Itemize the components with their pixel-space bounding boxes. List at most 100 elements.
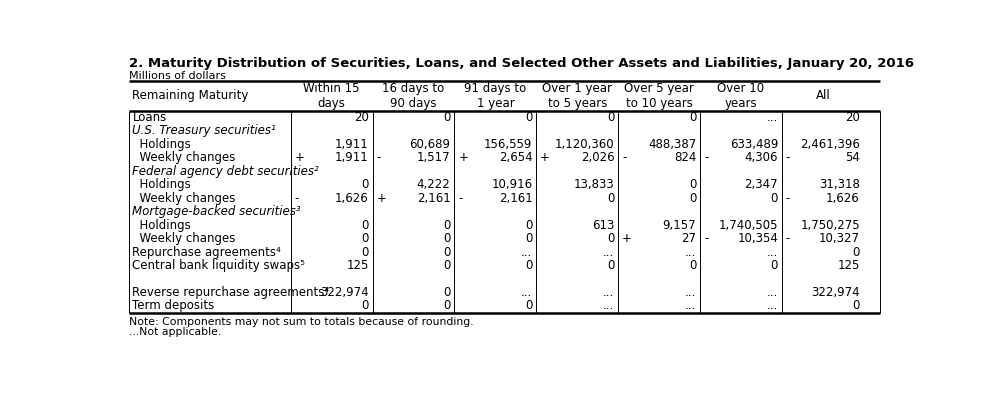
Text: Weekly changes: Weekly changes	[132, 232, 235, 245]
Text: Millions of dollars: Millions of dollars	[129, 71, 227, 80]
Text: 91 days to
1 year: 91 days to 1 year	[464, 82, 527, 110]
Text: 1,626: 1,626	[335, 192, 368, 205]
Text: 0: 0	[525, 299, 533, 313]
Text: ...: ...	[766, 286, 778, 299]
Text: Remaining Maturity: Remaining Maturity	[132, 89, 249, 102]
Text: 1,740,505: 1,740,505	[718, 219, 778, 232]
Text: 2,347: 2,347	[745, 178, 778, 191]
Text: Over 1 year
to 5 years: Over 1 year to 5 years	[543, 82, 613, 110]
Text: 0: 0	[443, 219, 450, 232]
Text: 27: 27	[682, 232, 696, 245]
Text: Weekly changes: Weekly changes	[132, 151, 235, 164]
Text: Note: Components may not sum to totals because of rounding.: Note: Components may not sum to totals b…	[129, 317, 474, 326]
Text: -: -	[704, 151, 708, 164]
Text: 125: 125	[837, 259, 860, 272]
Text: 0: 0	[525, 232, 533, 245]
Text: +: +	[376, 192, 386, 205]
Text: 824: 824	[674, 151, 696, 164]
Text: 2,161: 2,161	[498, 192, 533, 205]
Text: 16 days to
90 days: 16 days to 90 days	[382, 82, 444, 110]
Text: Repurchase agreements⁴: Repurchase agreements⁴	[132, 246, 281, 259]
Text: 10,354: 10,354	[737, 232, 778, 245]
Text: 322,974: 322,974	[320, 286, 368, 299]
Text: 0: 0	[853, 299, 860, 313]
Text: 0: 0	[443, 246, 450, 259]
Text: +: +	[623, 232, 632, 245]
Text: 2,026: 2,026	[581, 151, 615, 164]
Text: 20: 20	[845, 111, 860, 124]
Text: 0: 0	[607, 232, 615, 245]
Text: +: +	[295, 151, 304, 164]
Text: 31,318: 31,318	[820, 178, 860, 191]
Text: Mortgage-backed securities³: Mortgage-backed securities³	[132, 205, 301, 218]
Text: ...: ...	[603, 299, 615, 313]
Text: 1,911: 1,911	[335, 138, 368, 151]
Text: U.S. Treasury securities¹: U.S. Treasury securities¹	[132, 124, 276, 137]
Text: 0: 0	[361, 299, 368, 313]
Text: Weekly changes: Weekly changes	[132, 192, 235, 205]
Text: Over 5 year
to 10 years: Over 5 year to 10 years	[624, 82, 694, 110]
Text: +: +	[458, 151, 468, 164]
Text: 1,911: 1,911	[335, 151, 368, 164]
Text: -: -	[458, 192, 463, 205]
Text: 0: 0	[361, 232, 368, 245]
Text: 322,974: 322,974	[812, 286, 860, 299]
Text: ...: ...	[766, 246, 778, 259]
Text: 2,654: 2,654	[498, 151, 533, 164]
Text: ...: ...	[603, 286, 615, 299]
Text: Loans: Loans	[132, 111, 166, 124]
Text: 0: 0	[853, 246, 860, 259]
Text: Term deposits: Term deposits	[132, 299, 215, 313]
Text: ...: ...	[766, 111, 778, 124]
Text: 4,306: 4,306	[745, 151, 778, 164]
Text: 0: 0	[770, 192, 778, 205]
Text: 0: 0	[607, 259, 615, 272]
Text: 9,157: 9,157	[663, 219, 696, 232]
Text: 156,559: 156,559	[484, 138, 533, 151]
Text: 0: 0	[607, 111, 615, 124]
Text: Federal agency debt securities²: Federal agency debt securities²	[132, 165, 319, 178]
Text: Central bank liquidity swaps⁵: Central bank liquidity swaps⁵	[132, 259, 305, 272]
Text: 0: 0	[525, 259, 533, 272]
Text: 125: 125	[347, 259, 368, 272]
Text: Holdings: Holdings	[132, 219, 191, 232]
Text: 20: 20	[354, 111, 368, 124]
Text: Holdings: Holdings	[132, 138, 191, 151]
Text: -: -	[786, 151, 790, 164]
Text: 10,327: 10,327	[819, 232, 860, 245]
Text: 0: 0	[770, 259, 778, 272]
Text: 0: 0	[443, 299, 450, 313]
Text: 60,689: 60,689	[410, 138, 450, 151]
Text: ...: ...	[766, 299, 778, 313]
Text: 0: 0	[361, 178, 368, 191]
Text: 0: 0	[689, 111, 696, 124]
Text: All: All	[816, 89, 830, 102]
Text: 54: 54	[845, 151, 860, 164]
Text: 0: 0	[443, 286, 450, 299]
Text: -: -	[376, 151, 381, 164]
Text: -: -	[786, 232, 790, 245]
Text: 1,750,275: 1,750,275	[800, 219, 860, 232]
Text: Within 15
days: Within 15 days	[303, 82, 360, 110]
Text: 4,222: 4,222	[417, 178, 450, 191]
Text: 1,517: 1,517	[417, 151, 450, 164]
Text: 0: 0	[525, 219, 533, 232]
Text: 2,161: 2,161	[417, 192, 450, 205]
Text: 613: 613	[592, 219, 615, 232]
Text: 633,489: 633,489	[730, 138, 778, 151]
Text: 10,916: 10,916	[492, 178, 533, 191]
Text: 13,833: 13,833	[573, 178, 615, 191]
Text: Over 10
years: Over 10 years	[717, 82, 764, 110]
Text: 488,387: 488,387	[648, 138, 696, 151]
Text: 0: 0	[443, 232, 450, 245]
Text: ...: ...	[521, 246, 533, 259]
Text: ...: ...	[603, 246, 615, 259]
Text: 0: 0	[443, 259, 450, 272]
Text: 0: 0	[689, 259, 696, 272]
Text: -: -	[623, 151, 626, 164]
Text: 2. Maturity Distribution of Securities, Loans, and Selected Other Assets and Lia: 2. Maturity Distribution of Securities, …	[129, 57, 914, 70]
Text: 0: 0	[607, 192, 615, 205]
Text: -: -	[295, 192, 299, 205]
Text: ...: ...	[685, 286, 696, 299]
Text: 0: 0	[361, 219, 368, 232]
